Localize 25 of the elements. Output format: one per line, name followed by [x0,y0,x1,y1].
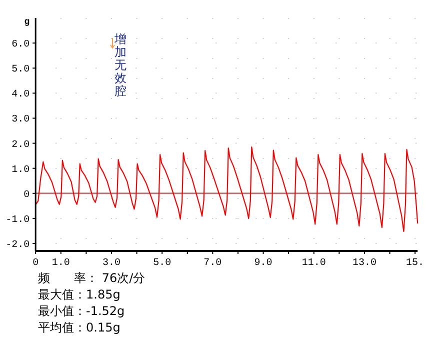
y-tick-label: 2.0 [12,140,30,151]
y-tick-label: 3.0 [12,114,30,126]
text: 频 率： 76次/分 [38,271,146,285]
y-tick-label: 1.0 [12,164,30,176]
x-tick-label: 15. [406,258,424,269]
line-series [35,146,418,232]
y-axis-title: g [24,17,30,27]
y-tick-label: -1.0 [6,214,30,226]
x-tick-label: 5.0 [153,258,172,269]
x-tick-label: 7.0 [204,258,222,269]
y-tick-label: 5.0 [12,64,30,76]
text: 最小值：-1.52g [38,304,125,318]
x-tick-label: 3.0 [102,258,120,269]
x-tick-label: 1.0 [52,258,70,269]
x-tick-label: 9.0 [254,258,272,269]
x-tick-label: 11.0 [302,258,326,269]
x-tick-label: 13.0 [352,258,376,269]
y-tick-label: 0 [24,190,30,201]
y-tick-label: 6.0 [12,40,30,51]
annotation: 增加无效腔 [114,32,126,98]
y-tick-label: 4.0 [12,90,30,101]
text: 最大值：1.85g [38,288,120,302]
x-tick-label: 0 [32,258,39,269]
y-tick-label: -2.0 [6,240,30,251]
text: 平均值：0.15g [38,320,120,334]
